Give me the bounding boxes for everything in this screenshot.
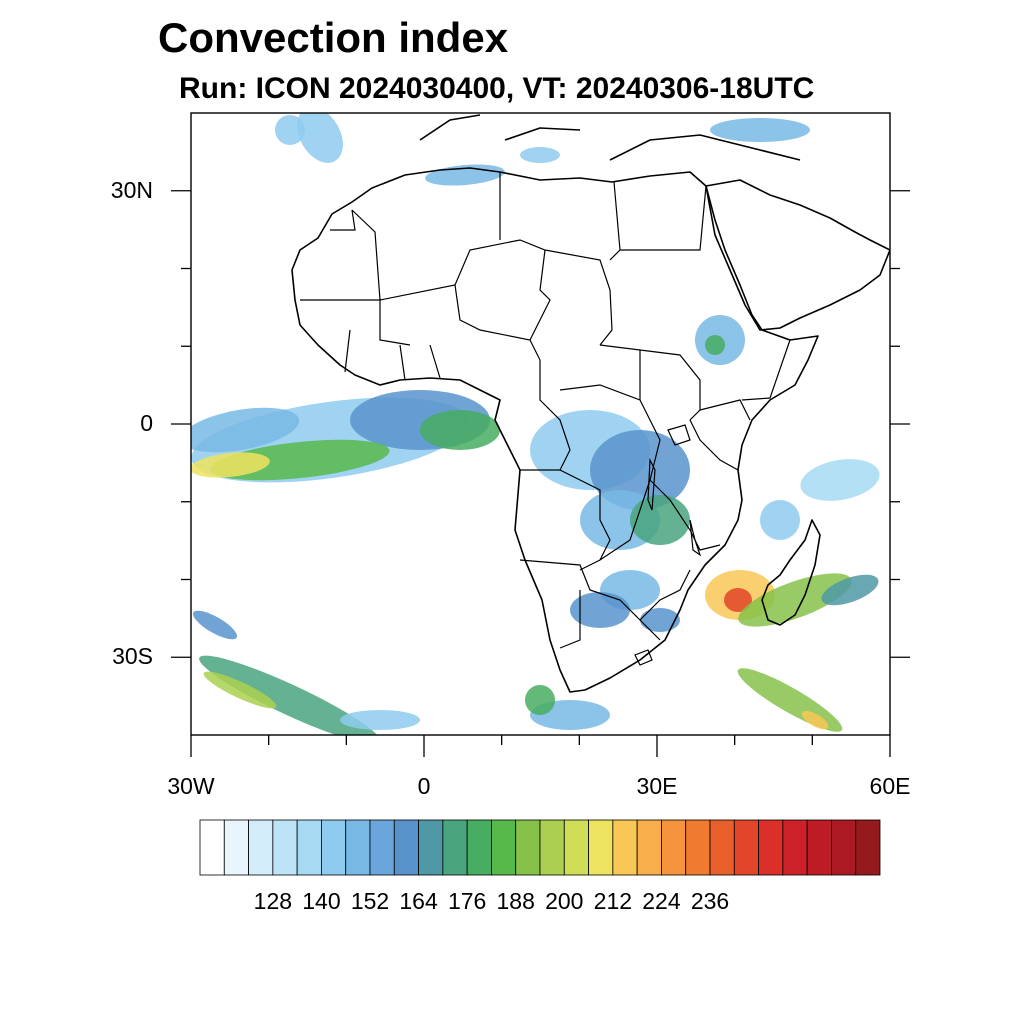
convection-patch <box>705 335 725 355</box>
convection-patch <box>801 710 829 730</box>
colorbar-tick-label: 236 <box>690 888 730 914</box>
colorbar-tick-label: 164 <box>399 888 438 914</box>
colorbar-swatch <box>466 819 492 876</box>
colorbar-swatch <box>612 819 638 876</box>
colorbar-tick-label: 152 <box>350 888 390 914</box>
colorbar-tick-label: 140 <box>302 888 341 914</box>
lakes <box>634 424 702 666</box>
colorbar-swatch <box>733 819 759 876</box>
colorbar <box>199 819 881 876</box>
convection-patch <box>520 147 560 163</box>
colorbar-swatch <box>661 819 687 876</box>
convection-patch <box>570 592 630 628</box>
chart-subtitle: Run: ICON 2024030400, VT: 20240306-18UTC <box>179 72 815 105</box>
convection-patch <box>710 118 810 142</box>
colorbar-tick-label: 128 <box>253 888 293 914</box>
colorbar-swatch <box>272 819 298 876</box>
colorbar-tick-label: 200 <box>545 888 584 914</box>
arabia-coastline <box>705 179 890 331</box>
convection-patch <box>297 113 343 163</box>
colorbar-swatch <box>782 819 808 876</box>
convection-patch <box>199 655 381 735</box>
axis-ticks <box>171 190 910 757</box>
lat-tick-label: 0 <box>140 410 153 436</box>
colorbar-swatch <box>442 819 468 876</box>
convection-patch <box>191 452 270 478</box>
convection-patch <box>425 164 505 186</box>
colorbar-swatch <box>491 819 517 876</box>
lon-tick-label: 0 <box>417 773 431 799</box>
colorbar-swatch <box>636 819 662 876</box>
colorbar-swatch <box>393 819 419 876</box>
colorbar-swatch <box>539 819 565 876</box>
lon-tick-label: 30W <box>167 773 215 799</box>
convection-patch <box>640 608 680 632</box>
convection-patch <box>192 610 238 640</box>
convection-patch <box>737 668 843 732</box>
lon-tick-label: 60E <box>869 773 911 799</box>
africa-coastline <box>291 167 819 693</box>
colorbar-swatch <box>199 819 225 876</box>
lat-tick-label: 30N <box>110 176 153 203</box>
convection-patch <box>340 710 420 730</box>
convection-patch <box>420 410 500 450</box>
colorbar-swatch <box>685 819 711 876</box>
colorbar-tick-label: 212 <box>593 888 633 914</box>
colorbar-swatch <box>296 819 322 876</box>
chart-title: Convection index <box>158 14 509 61</box>
convection-patch <box>760 500 800 540</box>
convection-patch <box>275 115 305 145</box>
convection-patch <box>800 459 880 501</box>
colorbar-swatch <box>515 819 541 876</box>
convection-patch <box>525 685 555 715</box>
colorbar-swatch <box>855 819 881 876</box>
convection-patch <box>821 574 879 606</box>
colorbar-swatch <box>588 819 614 876</box>
europe-coastline <box>419 114 801 161</box>
colorbar-swatch <box>806 819 832 876</box>
colorbar-swatch <box>345 819 371 876</box>
colorbar-tick-label: 176 <box>447 888 487 914</box>
colorbar-swatch <box>709 819 735 876</box>
lat-tick-label: 30S <box>112 643 153 670</box>
colorbar-swatch <box>321 819 347 876</box>
colorbar-swatch <box>758 819 784 876</box>
colorbar-tick-label: 188 <box>496 888 535 914</box>
colorbar-swatch <box>369 819 395 876</box>
colorbar-swatch <box>831 819 857 876</box>
convection-patch <box>191 407 300 453</box>
convection-patch <box>724 588 752 612</box>
colorbar-swatch <box>563 819 589 876</box>
colorbar-tick-label: 224 <box>642 888 681 914</box>
convection-patch <box>590 430 690 510</box>
madagascar-coastline <box>761 519 821 626</box>
country-borders <box>300 172 791 649</box>
convection-field <box>191 113 880 735</box>
colorbar-swatch <box>248 819 274 876</box>
colorbar-swatch <box>223 819 249 876</box>
coastlines-borders <box>291 114 890 693</box>
convection-patch <box>203 671 277 709</box>
lon-tick-label: 30E <box>636 773 678 799</box>
convection-patch <box>630 495 690 545</box>
colorbar-swatch <box>418 819 444 876</box>
